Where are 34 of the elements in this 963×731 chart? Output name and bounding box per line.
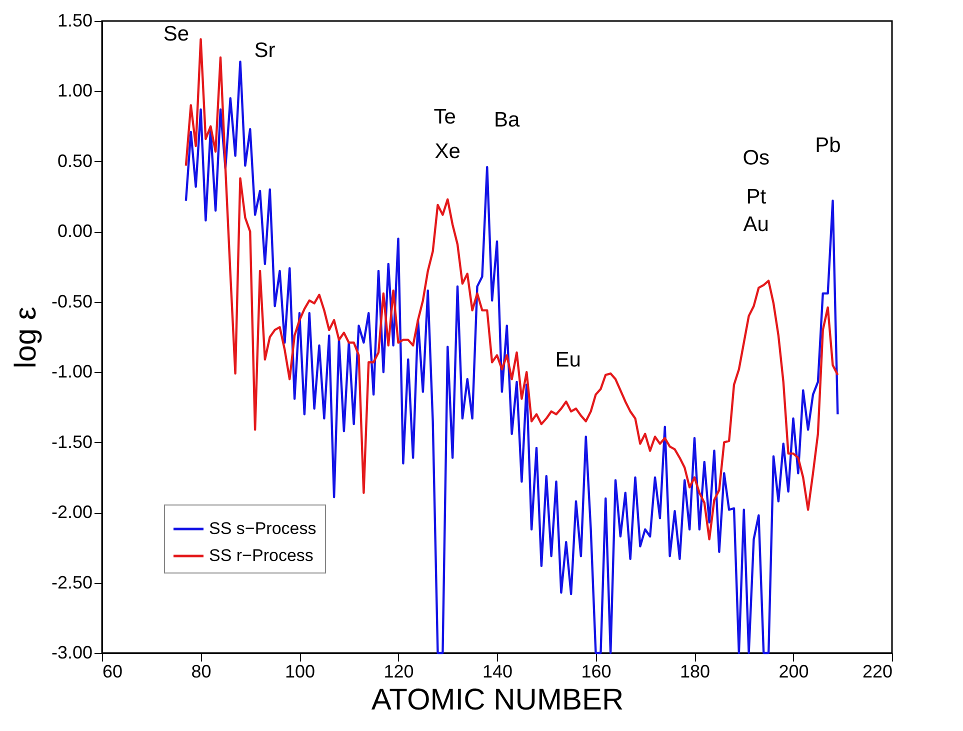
annotation: Au [743, 212, 769, 236]
x-tick-label: 200 [778, 662, 809, 682]
line-series [184, 60, 839, 654]
y-tick-label: 0.50 [57, 150, 92, 171]
x-axis-title: ATOMIC NUMBER [371, 684, 624, 716]
annotation: Pt [746, 186, 766, 209]
annotation: Te [434, 105, 456, 128]
annotation: Eu [555, 348, 581, 372]
annotation: Ba [494, 108, 520, 132]
y-tick-label: -1.50 [51, 432, 92, 452]
y-tick-label: -3.00 [51, 642, 92, 662]
annotation: Xe [434, 140, 460, 164]
x-tick-label: 60 [102, 662, 123, 682]
legend-label: SS r−Process [209, 546, 314, 565]
y-tick-label: 1.50 [57, 10, 92, 30]
annotation: Os [742, 146, 770, 170]
y-tick-label: -2.00 [51, 502, 92, 522]
x-tick-label: 100 [284, 662, 316, 682]
legend-label: SS s−Process [209, 518, 316, 538]
y-tick-label: -2.50 [51, 572, 92, 592]
x-tick-label: 180 [680, 662, 710, 682]
x-tick-label: 120 [384, 662, 414, 682]
x-tick-label: 220 [862, 662, 892, 682]
x-tick-label: 160 [581, 662, 612, 682]
annotation: Sr [254, 38, 276, 62]
x-tick-label: 80 [191, 662, 212, 682]
annotation: Se [163, 22, 190, 46]
y-tick-label: 0.00 [57, 221, 92, 242]
annotation: Pb [815, 134, 841, 157]
y-tick-label: -1.00 [51, 362, 92, 382]
y-tick-label: 1.00 [57, 80, 92, 101]
y-tick-label: -0.50 [51, 291, 92, 312]
y-axis-title: log ε [9, 306, 42, 368]
x-tick-label: 140 [482, 662, 513, 682]
